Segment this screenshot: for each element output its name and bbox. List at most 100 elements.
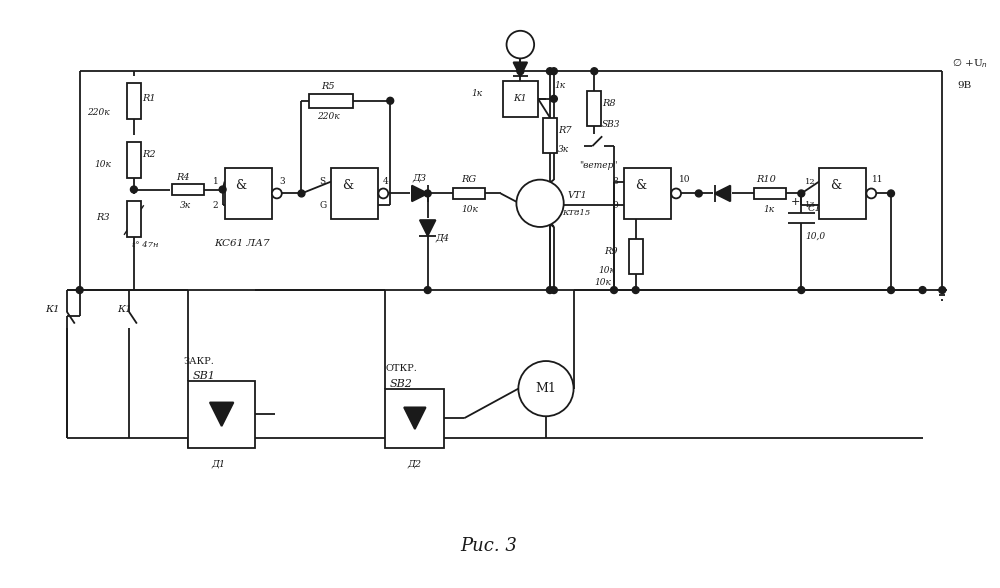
Bar: [127, 201, 141, 237]
Circle shape: [424, 286, 431, 293]
Text: 3к: 3к: [180, 201, 191, 210]
Text: ЗАКР.: ЗАКР.: [183, 356, 214, 366]
Text: 8: 8: [612, 177, 618, 186]
Text: 10к: 10к: [594, 278, 611, 287]
Text: 1к: 1к: [471, 89, 482, 98]
Text: C1: C1: [807, 203, 821, 213]
Circle shape: [516, 180, 564, 227]
Text: Д1: Д1: [212, 459, 226, 468]
Circle shape: [507, 31, 534, 58]
Circle shape: [798, 286, 805, 293]
Text: 10к: 10к: [461, 205, 478, 213]
Bar: [225, 168, 272, 219]
Circle shape: [387, 98, 394, 104]
Text: 2: 2: [213, 201, 218, 210]
Circle shape: [219, 186, 226, 193]
Bar: [503, 81, 538, 116]
Circle shape: [550, 95, 557, 102]
Circle shape: [671, 189, 681, 198]
Text: КТ815: КТ815: [562, 209, 590, 217]
Text: М1: М1: [536, 382, 556, 395]
Text: t° 47н: t° 47н: [132, 240, 158, 249]
Text: 9: 9: [612, 201, 618, 210]
Circle shape: [798, 190, 805, 197]
Bar: [309, 94, 353, 108]
Text: Рис. 3: Рис. 3: [460, 537, 517, 556]
Bar: [331, 168, 378, 219]
Circle shape: [517, 68, 524, 75]
Text: 3к: 3к: [558, 145, 569, 153]
Text: 9В: 9В: [957, 81, 971, 89]
Text: 10: 10: [679, 175, 691, 184]
Text: 10,0: 10,0: [805, 231, 825, 240]
Circle shape: [611, 286, 617, 293]
Text: Д4: Д4: [436, 233, 450, 242]
Text: R9: R9: [604, 247, 618, 256]
Circle shape: [888, 190, 894, 197]
Bar: [629, 239, 643, 274]
Bar: [127, 83, 141, 119]
Polygon shape: [412, 186, 428, 201]
Text: R10: R10: [756, 175, 776, 184]
Text: 12: 12: [805, 178, 816, 186]
Text: R2: R2: [142, 151, 155, 159]
Text: R8: R8: [602, 99, 616, 108]
Text: 220к: 220к: [317, 112, 340, 121]
Text: ОТКР.: ОТКР.: [385, 365, 417, 373]
Circle shape: [298, 190, 305, 197]
Text: 11: 11: [872, 175, 884, 184]
Bar: [819, 168, 866, 219]
Circle shape: [550, 286, 557, 293]
Text: 1к: 1к: [764, 205, 775, 213]
Circle shape: [591, 68, 598, 75]
Text: SB1: SB1: [193, 371, 216, 381]
Text: R7: R7: [558, 126, 571, 135]
Circle shape: [378, 189, 388, 198]
Text: R1: R1: [142, 94, 155, 103]
Text: КС61 ЛА7: КС61 ЛА7: [215, 239, 270, 248]
Polygon shape: [210, 402, 233, 426]
Bar: [754, 188, 786, 199]
Text: К1: К1: [513, 94, 527, 103]
Text: &: &: [830, 179, 841, 192]
Text: Д2: Д2: [407, 459, 421, 468]
Text: R4: R4: [176, 173, 190, 182]
Circle shape: [919, 286, 926, 293]
Text: К1: К1: [117, 305, 132, 314]
Bar: [127, 142, 141, 178]
Text: R5: R5: [321, 82, 335, 92]
Text: &: &: [635, 179, 646, 192]
Text: 13: 13: [805, 201, 816, 209]
Text: VT1: VT1: [568, 191, 587, 200]
Circle shape: [518, 361, 574, 416]
Bar: [587, 91, 601, 126]
Circle shape: [272, 189, 282, 198]
Text: &: &: [342, 179, 353, 192]
Circle shape: [695, 190, 702, 197]
Text: R3: R3: [96, 213, 110, 222]
Circle shape: [866, 189, 876, 198]
Circle shape: [939, 286, 946, 293]
Text: 3: 3: [280, 177, 285, 186]
Text: $\emptyset$ +U$_n$: $\emptyset$ +U$_n$: [952, 56, 988, 70]
Bar: [543, 118, 557, 153]
Circle shape: [632, 286, 639, 293]
Circle shape: [424, 190, 431, 197]
Text: 220к: 220к: [87, 108, 109, 117]
Text: 10к: 10к: [598, 266, 615, 275]
Text: Д3: Д3: [412, 173, 426, 182]
Text: SB2: SB2: [389, 379, 412, 389]
Text: SB3: SB3: [602, 120, 621, 129]
Circle shape: [130, 186, 137, 193]
Circle shape: [76, 286, 83, 293]
Text: 4: 4: [382, 177, 388, 186]
Polygon shape: [715, 186, 730, 201]
Text: К1: К1: [45, 305, 60, 314]
Text: "ветер": "ветер": [579, 161, 618, 171]
Text: &: &: [236, 179, 247, 192]
Text: G: G: [319, 201, 326, 210]
Polygon shape: [404, 407, 426, 429]
Polygon shape: [420, 220, 436, 236]
Text: +: +: [791, 198, 800, 208]
Bar: [453, 188, 485, 199]
